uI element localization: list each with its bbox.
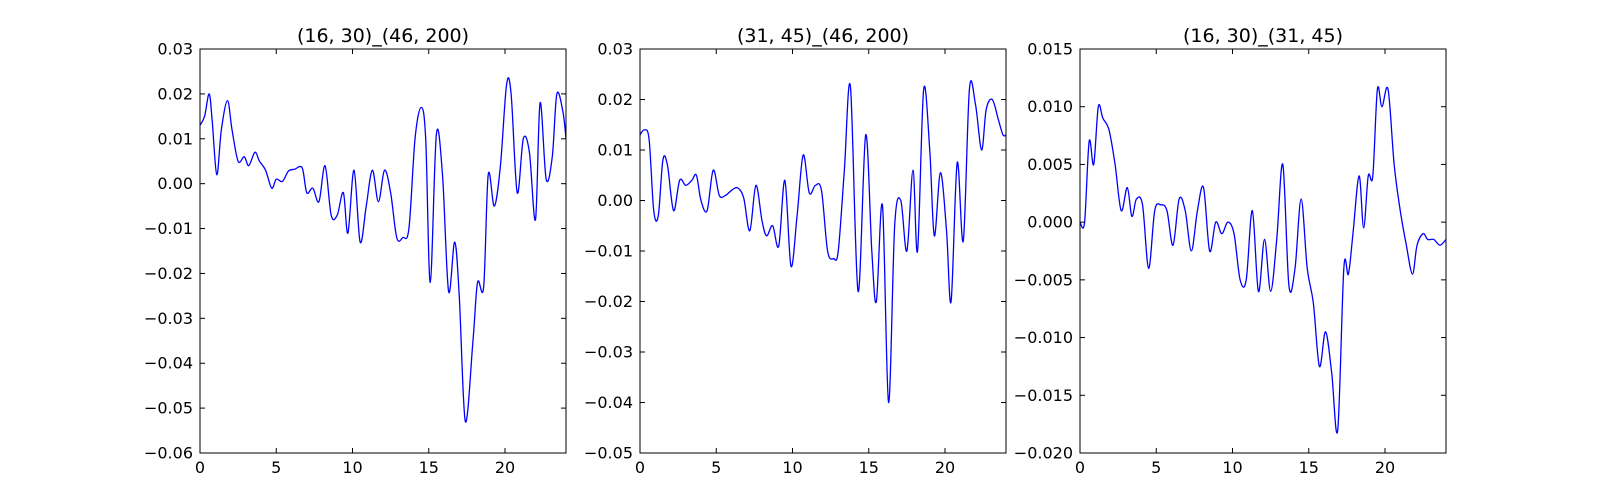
x-tick-label: 0 xyxy=(635,458,645,477)
y-tick-label: −0.04 xyxy=(144,354,193,373)
chart-title: (16, 30)_(46, 200) xyxy=(297,25,469,47)
y-tick-label: 0.03 xyxy=(157,40,193,59)
y-tick-label: −0.020 xyxy=(1014,444,1073,463)
y-tick-label: −0.005 xyxy=(1014,270,1073,289)
x-tick-label: 10 xyxy=(782,458,802,477)
y-tick-label: 0.00 xyxy=(157,174,193,193)
y-tick-label: 0.000 xyxy=(1027,213,1073,232)
y-tick-label: −0.010 xyxy=(1014,328,1073,347)
y-tick-label: 0.005 xyxy=(1027,155,1073,174)
y-tick-label: 0.01 xyxy=(157,129,193,148)
subplot-3: 0 5 10 15 20 −0.020 −0.015 −0.010 −0.005 0.000 0.0… xyxy=(1014,25,1447,477)
series-line xyxy=(640,80,1006,404)
series-line xyxy=(200,77,566,423)
y-tick-label: −0.02 xyxy=(144,264,193,283)
x-tick-label: 20 xyxy=(935,458,955,477)
y-tick-label: −0.01 xyxy=(584,242,633,261)
y-tick-label: −0.05 xyxy=(584,444,633,463)
chart-title: (31, 45)_(46, 200) xyxy=(737,25,909,47)
plot-frame xyxy=(639,48,1007,454)
subplot-1: 0 5 10 15 20 −0.06 −0.05 −0.04 −0.03 −0.02 −0.01 0.… xyxy=(144,25,567,477)
y-tick-label: −0.01 xyxy=(144,219,193,238)
x-tick-label: 15 xyxy=(419,458,439,477)
x-tick-label: 0 xyxy=(195,458,205,477)
x-tick-label: 5 xyxy=(271,458,281,477)
x-tick-label: 10 xyxy=(342,458,362,477)
y-tick-label: 0.02 xyxy=(597,90,633,109)
y-tick-label: −0.02 xyxy=(584,292,633,311)
series-line xyxy=(1080,86,1446,434)
y-tick-label: 0.02 xyxy=(157,84,193,103)
x-tick-label: 5 xyxy=(1151,458,1161,477)
y-tick-label: 0.010 xyxy=(1027,97,1073,116)
chart-title: (16, 30)_(31, 45) xyxy=(1183,25,1343,47)
y-tick-label: 0.03 xyxy=(597,40,633,59)
x-tick-label: 15 xyxy=(1299,458,1319,477)
y-tick-label: −0.03 xyxy=(584,343,633,362)
y-tick-label: −0.06 xyxy=(144,444,193,463)
y-tick-label: −0.03 xyxy=(144,309,193,328)
subplot-2: 0 5 10 15 20 −0.05 −0.04 −0.03 −0.02 −0.01 0.00 0.0… xyxy=(584,25,1007,477)
x-tick-label: 15 xyxy=(859,458,879,477)
plot-frame xyxy=(199,48,567,454)
plot-frame xyxy=(1079,48,1447,454)
y-tick-label: 0.015 xyxy=(1027,40,1073,59)
x-tick-label: 20 xyxy=(1375,458,1395,477)
x-tick-label: 10 xyxy=(1222,458,1242,477)
x-tick-label: 20 xyxy=(495,458,515,477)
y-tick-label: 0.00 xyxy=(597,191,633,210)
x-tick-label: 5 xyxy=(711,458,721,477)
y-tick-label: −0.05 xyxy=(144,399,193,418)
y-tick-label: 0.01 xyxy=(597,141,633,160)
x-tick-label: 0 xyxy=(1075,458,1085,477)
y-tick-label: −0.04 xyxy=(584,393,633,412)
y-tick-label: −0.015 xyxy=(1014,386,1073,405)
